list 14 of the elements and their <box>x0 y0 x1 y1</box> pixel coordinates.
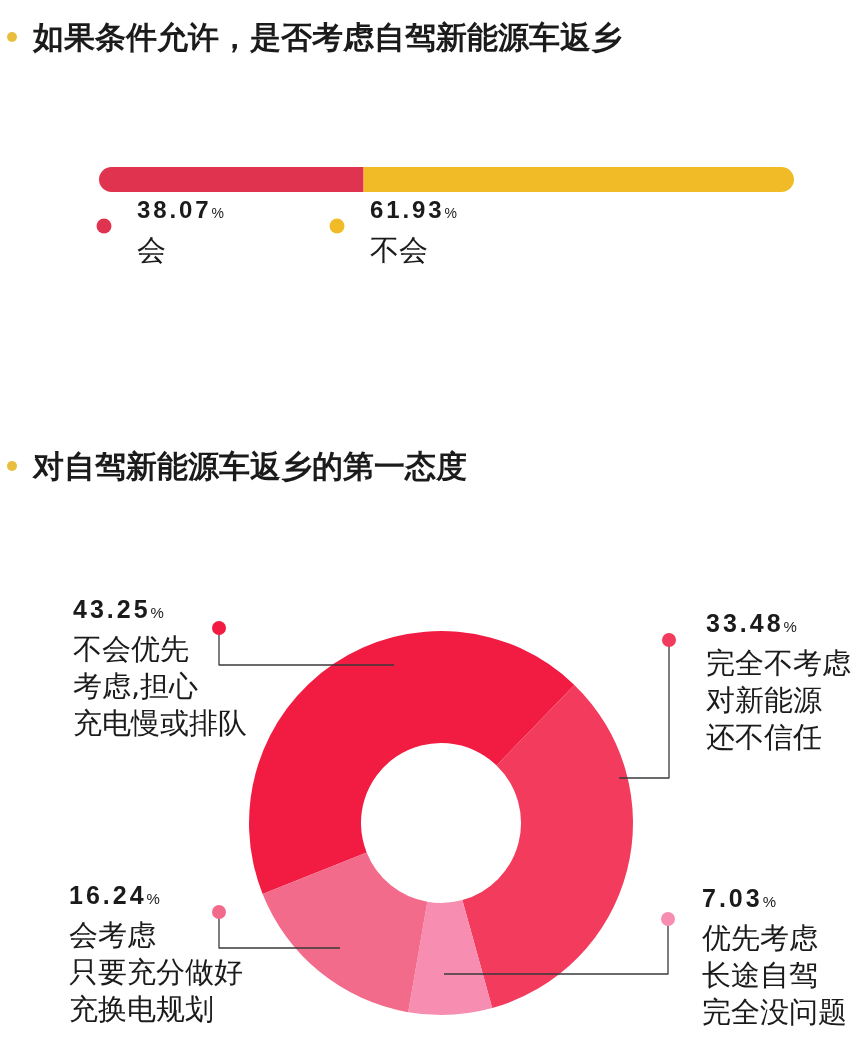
slice-label: 不会优先考虑,担心充电慢或排队 <box>73 632 247 740</box>
chart-title: 对自驾新能源车返乡的第一态度 <box>33 448 467 484</box>
legend-label: 会 <box>137 233 166 267</box>
slice-label: 完全不考虑对新能源还不信任 <box>706 646 851 754</box>
data-label: 7.03% <box>702 884 776 912</box>
data-label: 43.25% <box>73 595 164 623</box>
data-label: 33.48% <box>706 609 797 637</box>
data-label: 61.93% <box>370 195 457 223</box>
data-label: 16.24% <box>69 881 160 909</box>
slice-label: 优先考虑长途自驾完全没问题 <box>702 921 847 1029</box>
slice-label: 会考虑只要充分做好充换电规划 <box>69 918 243 1026</box>
chart-title: 如果条件允许，是否考虑自驾新能源车返乡 <box>33 19 622 55</box>
legend-label: 不会 <box>370 233 428 267</box>
data-label: 38.07% <box>137 195 224 223</box>
